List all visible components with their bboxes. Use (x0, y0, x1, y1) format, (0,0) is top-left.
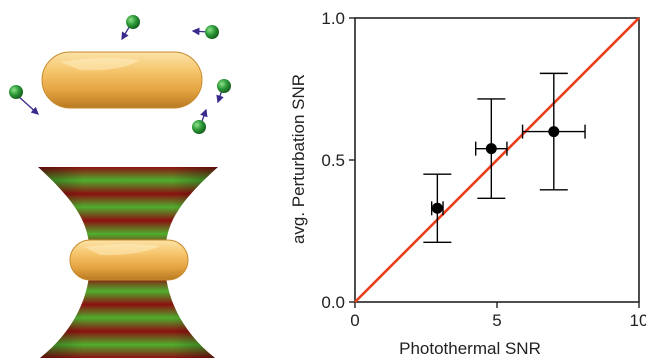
particle-3 (9, 85, 23, 99)
y-tick-label: 0.5 (321, 151, 345, 170)
nanorod-illustration (0, 0, 258, 359)
data-point-group (521, 72, 586, 191)
y-tick-label: 0.0 (321, 293, 345, 312)
snr-scatter-chart: 0 5 10 0.0 0.5 1.0 Photothermal SNR avg. Pert… (258, 0, 646, 359)
particle-2 (205, 25, 219, 39)
data-point (431, 202, 443, 214)
data-point (548, 126, 560, 138)
data-point (485, 143, 497, 155)
particle-5 (192, 120, 206, 134)
nanorod-top (41, 51, 203, 109)
x-axis-title: Photothermal SNR (399, 339, 541, 358)
y-axis-title: avg. Perturbation SNR (289, 74, 308, 244)
y-tick-label: 1.0 (321, 9, 345, 28)
x-tick-label: 5 (492, 311, 501, 330)
data-point-group (423, 173, 452, 244)
chart-background (258, 0, 646, 359)
data-point-group (474, 98, 508, 200)
particle-1 (126, 15, 140, 29)
reference-line (354, 17, 640, 303)
x-tick-label: 10 (630, 311, 646, 330)
x-tick-label: 0 (350, 311, 359, 330)
particle-4 (217, 79, 231, 93)
nanorod-bottom (69, 239, 189, 281)
particle-group (9, 15, 231, 134)
